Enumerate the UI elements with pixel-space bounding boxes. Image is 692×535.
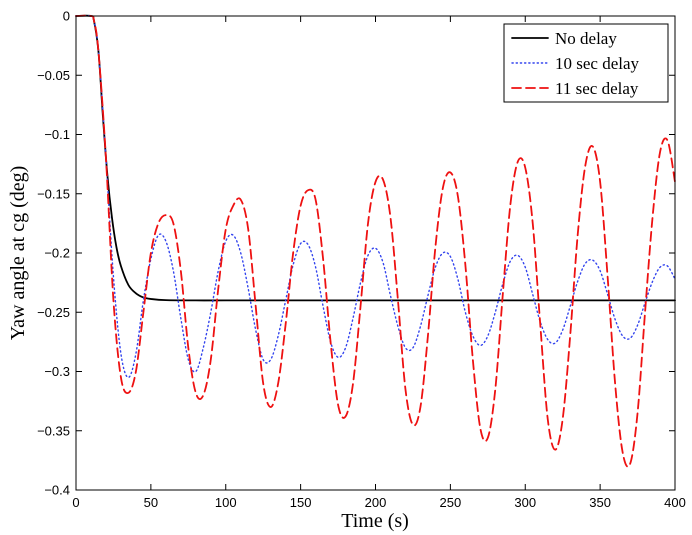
x-tick-label: 300 <box>514 495 536 510</box>
series-line-2 <box>75 14 676 468</box>
legend-label-1: 10 sec delay <box>555 54 640 73</box>
x-axis-title: Time (s) <box>341 510 409 532</box>
series-layer <box>75 14 676 468</box>
x-tick-label: 200 <box>365 495 387 510</box>
y-tick-label: −0.1 <box>44 127 70 142</box>
series-line-1 <box>75 14 676 379</box>
y-tick-label: −0.15 <box>37 186 70 201</box>
y-tick-label: 0 <box>63 9 70 24</box>
x-tick-label: 50 <box>144 495 158 510</box>
legend-label-2: 11 sec delay <box>555 79 639 98</box>
x-tick-label: 400 <box>664 495 686 510</box>
legend: No delay 10 sec delay 11 sec delay <box>503 23 669 103</box>
x-tick-label: 350 <box>589 495 611 510</box>
x-axis-ticks: 0 50 100 150 200 250 300 350 400 <box>72 16 686 510</box>
y-tick-label: −0.2 <box>44 246 70 261</box>
y-axis-title: Yaw angle at cg (deg) <box>7 166 29 341</box>
legend-label-0: No delay <box>555 29 617 48</box>
x-tick-label: 100 <box>215 495 237 510</box>
y-tick-label: −0.05 <box>37 68 70 83</box>
y-axis-ticks: 0 −0.05 −0.1 −0.15 −0.2 −0.25 −0.3 −0.35 −0.4 <box>37 9 675 498</box>
plot-frame <box>75 15 676 491</box>
x-tick-label: 250 <box>440 495 462 510</box>
y-tick-label: −0.4 <box>44 483 70 498</box>
y-tick-label: −0.35 <box>37 423 70 438</box>
x-tick-label: 0 <box>72 495 79 510</box>
x-tick-label: 150 <box>290 495 312 510</box>
y-tick-label: −0.3 <box>44 364 70 379</box>
legend-box <box>503 23 669 103</box>
y-tick-label: −0.25 <box>37 305 70 320</box>
